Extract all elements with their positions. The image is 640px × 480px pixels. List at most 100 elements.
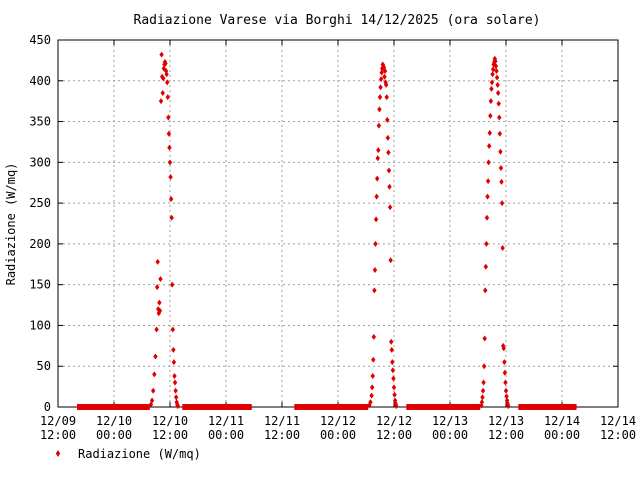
data-point [386,149,391,156]
x-tick-label: 12/09 [40,414,76,428]
data-point [489,79,495,86]
data-point [383,81,389,88]
legend-label: Radiazione (W/mq) [78,447,201,461]
legend-marker [55,450,61,457]
data-point [502,369,508,376]
data-point [167,144,172,151]
data-point [376,122,382,129]
data-point [377,94,383,101]
data-point [495,90,501,97]
data-point [161,65,167,72]
x-tick-label: 12/12 [320,414,356,428]
data-point [375,175,380,182]
data-point [493,58,498,65]
data-point [174,399,179,406]
data-point [481,379,486,386]
data-point [373,216,379,223]
x-tick-label: 12/14 [544,414,580,428]
x-tick-label: 12:00 [40,428,76,442]
axis-ticks: 05010015020025030035040045012/0912:0012/… [29,33,636,442]
data-point [372,287,377,294]
data-point [154,284,160,291]
y-axis-label: Radiazione (W/mq) [4,163,18,286]
zero-value-run [182,404,252,410]
y-tick-label: 350 [29,115,51,129]
x-tick-label: 12:00 [488,428,524,442]
data-point [152,371,157,378]
y-tick-label: 50 [37,359,51,373]
x-tick-label: 00:00 [320,428,356,442]
data-point [387,183,392,190]
data-point [151,387,156,394]
data-point [494,74,500,81]
data-point [506,403,511,410]
zero-value-run [294,404,369,410]
y-tick-label: 400 [29,74,51,88]
data-point [171,346,176,353]
x-tick-label: 12/11 [264,414,300,428]
data-point [390,367,396,374]
data-point [159,73,165,80]
x-tick-label: 12/13 [432,414,468,428]
x-tick-label: 12/13 [488,414,524,428]
data-point [155,258,160,265]
y-tick-label: 200 [29,237,51,251]
data-point [494,67,499,74]
y-tick-label: 150 [29,278,51,292]
data-point [490,71,495,78]
data-point [499,200,505,207]
data-point [487,143,492,150]
data-point [160,90,165,97]
data-point [389,346,394,353]
y-tick-label: 100 [29,318,51,332]
data-point [496,100,501,107]
data-point [486,159,491,166]
data-point [493,63,499,70]
data-point [154,326,159,333]
x-tick-label: 12/10 [152,414,188,428]
data-point [373,240,378,247]
data-point [168,174,173,181]
data-point [392,391,397,398]
data-point [379,69,384,76]
y-tick-label: 450 [29,33,51,47]
data-point [384,94,389,101]
data-point [369,384,375,391]
data-point [488,98,494,105]
data-point [171,359,177,366]
data-point [374,193,379,200]
x-tick-label: 00:00 [96,428,132,442]
x-tick-label: 12:00 [600,428,636,442]
data-points [77,51,577,410]
data-point [163,60,168,67]
x-tick-label: 00:00 [208,428,244,442]
x-tick-label: 12/10 [96,414,132,428]
data-point [169,214,174,221]
data-point [372,266,378,273]
data-point [167,159,173,166]
data-point [168,196,174,203]
data-point [166,114,171,121]
data-point [382,73,387,80]
chart-title: Radiazione Varese via Borghi 14/12/2025 … [134,13,541,28]
data-point [391,384,397,391]
data-point [157,307,163,314]
data-point [385,134,391,141]
data-point [173,394,179,401]
data-point [388,257,393,264]
data-point [480,394,485,401]
data-point [386,167,392,174]
data-point [170,326,175,333]
data-point [378,84,383,91]
legend: Radiazione (W/mq) [55,447,201,461]
data-point [482,335,487,342]
data-point [489,85,494,92]
data-point [369,392,374,399]
data-point [382,67,388,74]
data-point [394,403,399,410]
data-point [501,345,506,352]
data-point [500,244,505,251]
data-point [159,51,164,58]
data-point [377,106,382,113]
data-point [479,399,485,406]
